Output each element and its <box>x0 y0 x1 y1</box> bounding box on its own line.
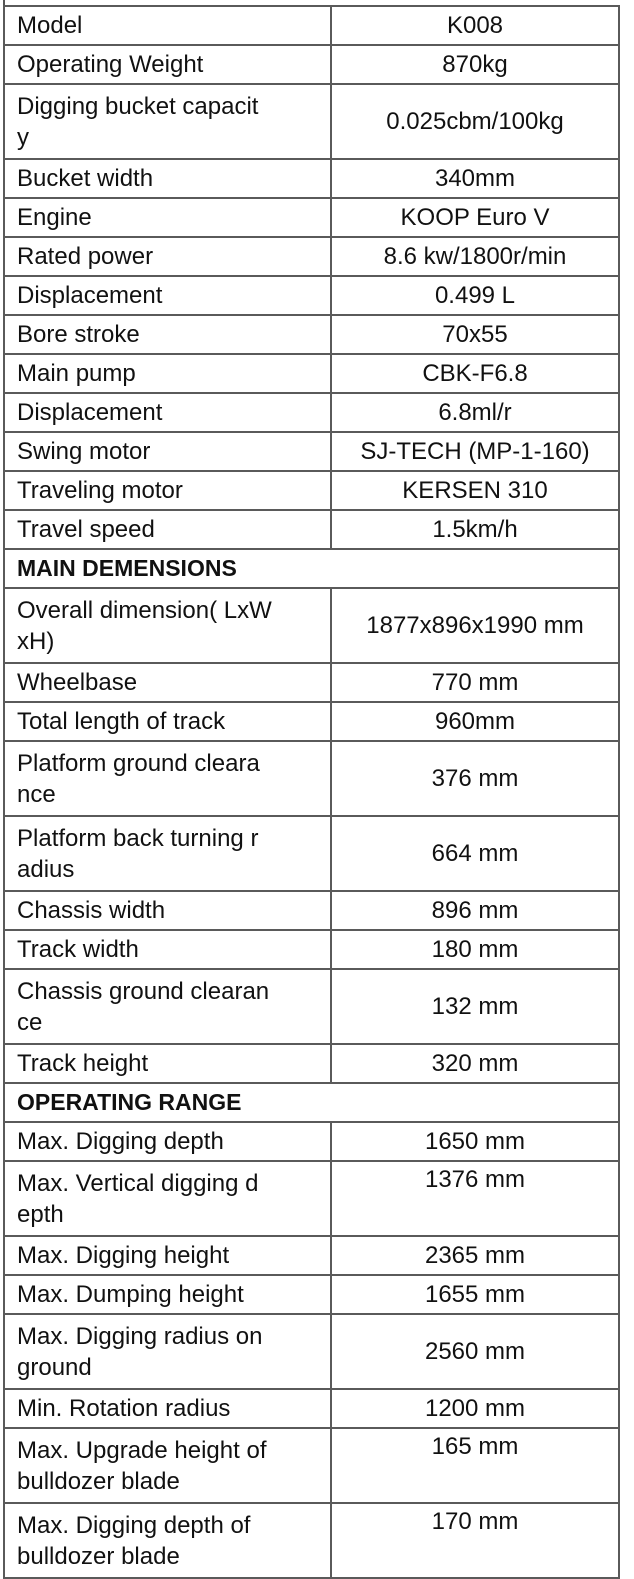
spec-label: Max. Upgrade height of bulldozer blade <box>3 1427 332 1504</box>
spec-value: 664 mm <box>330 815 620 892</box>
spec-label: Bucket width <box>3 158 332 199</box>
table-row: Chassis ground clearan ce 132 mm <box>3 968 620 1045</box>
spec-label: Platform back turning r adius <box>3 815 332 892</box>
spec-value: 165 mm <box>330 1427 620 1504</box>
spec-value: 6.8ml/r <box>330 392 620 433</box>
table-row: Overall dimension( LxW xH) 1877x896x1990 … <box>3 587 620 664</box>
table-row: Max. Vertical digging d epth 1376 mm <box>3 1160 620 1237</box>
spec-label: Max. Vertical digging d epth <box>3 1160 332 1237</box>
spec-value: 896 mm <box>330 890 620 931</box>
table-row: Main pump CBK-F6.8 <box>3 353 620 394</box>
table-row: Max. Digging depth of bulldozer blade 170… <box>3 1502 620 1579</box>
spec-value: 1.5km/h <box>330 509 620 550</box>
spec-label: Max. Digging height <box>3 1235 332 1276</box>
spec-label: Chassis width <box>3 890 332 931</box>
spec-value: 2560 mm <box>330 1313 620 1390</box>
table-row: Swing motor SJ-TECH (MP-1-160) <box>3 431 620 472</box>
table-row: Track height 320 mm <box>3 1043 620 1084</box>
table-row: Rated power 8.6 kw/1800r/min <box>3 236 620 277</box>
spec-value: 1376 mm <box>330 1160 620 1237</box>
spec-label: Max. Digging radius on ground <box>3 1313 332 1390</box>
table-row: Total length of track 960mm <box>3 701 620 742</box>
section-header: MAIN DEMENSIONS <box>3 548 620 589</box>
table-row: Max. Upgrade height of bulldozer blade 16… <box>3 1427 620 1504</box>
table-row: Max. Digging depth 1650 mm <box>3 1121 620 1162</box>
spec-value: 376 mm <box>330 740 620 817</box>
spec-value: KOOP Euro V <box>330 197 620 238</box>
spec-value: 870kg <box>330 44 620 85</box>
spec-label: Rated power <box>3 236 332 277</box>
spec-value: 770 mm <box>330 662 620 703</box>
spec-label: Wheelbase <box>3 662 332 703</box>
table-row: Operating Weight 870kg <box>3 44 620 85</box>
table-row: Track width 180 mm <box>3 929 620 970</box>
spec-value: 0.499 L <box>330 275 620 316</box>
spec-label: Operating Weight <box>3 44 332 85</box>
table-row: Displacement 6.8ml/r <box>3 392 620 433</box>
spec-value: 320 mm <box>330 1043 620 1084</box>
spec-value: 960mm <box>330 701 620 742</box>
table-row: Bucket width 340mm <box>3 158 620 199</box>
spec-label: Bore stroke <box>3 314 332 355</box>
table-row: Chassis width 896 mm <box>3 890 620 931</box>
spec-value: 1655 mm <box>330 1274 620 1315</box>
spec-value: CBK-F6.8 <box>330 353 620 394</box>
table-row: Digging bucket capacit y 0.025cbm/100kg <box>3 83 620 160</box>
spec-value: K008 <box>330 5 620 46</box>
spec-label: Max. Digging depth of bulldozer blade <box>3 1502 332 1579</box>
spec-label: Overall dimension( LxW xH) <box>3 587 332 664</box>
table-row: Engine KOOP Euro V <box>3 197 620 238</box>
spec-label: Track height <box>3 1043 332 1084</box>
table-row: Max. Digging height 2365 mm <box>3 1235 620 1276</box>
spec-value: 132 mm <box>330 968 620 1045</box>
spec-value: 170 mm <box>330 1502 620 1579</box>
spec-label: Displacement <box>3 392 332 433</box>
table-row: Max. Dumping height 1655 mm <box>3 1274 620 1315</box>
spec-label: Platform ground cleara nce <box>3 740 332 817</box>
spec-label: Model <box>3 5 332 46</box>
table-row: Max. Digging radius on ground 2560 mm <box>3 1313 620 1390</box>
border-fragment <box>3 0 5 6</box>
spec-value: 0.025cbm/100kg <box>330 83 620 160</box>
spec-label: Travel speed <box>3 509 332 550</box>
spec-label: Displacement <box>3 275 332 316</box>
spec-table: Model K008 Operating Weight 870kg Digging bu… <box>3 5 620 1579</box>
spec-label: Digging bucket capacit y <box>3 83 332 160</box>
spec-label: Swing motor <box>3 431 332 472</box>
spec-value: 340mm <box>330 158 620 199</box>
spec-value: 8.6 kw/1800r/min <box>330 236 620 277</box>
table-row: Model K008 <box>3 5 620 46</box>
spec-value: 2365 mm <box>330 1235 620 1276</box>
spec-value: 1200 mm <box>330 1388 620 1429</box>
spec-label: Max. Dumping height <box>3 1274 332 1315</box>
section-header: OPERATING RANGE <box>3 1082 620 1123</box>
spec-label: Max. Digging depth <box>3 1121 332 1162</box>
spec-value: SJ-TECH (MP-1-160) <box>330 431 620 472</box>
spec-value: 70x55 <box>330 314 620 355</box>
section-header-row: MAIN DEMENSIONS <box>3 548 620 589</box>
table-row: Traveling motor KERSEN 310 <box>3 470 620 511</box>
table-row: Travel speed 1.5km/h <box>3 509 620 550</box>
spec-label: Traveling motor <box>3 470 332 511</box>
table-row: Displacement 0.499 L <box>3 275 620 316</box>
table-row: Bore stroke 70x55 <box>3 314 620 355</box>
spec-label: Chassis ground clearan ce <box>3 968 332 1045</box>
spec-label: Engine <box>3 197 332 238</box>
spec-value: 180 mm <box>330 929 620 970</box>
table-row: Wheelbase 770 mm <box>3 662 620 703</box>
table-row: Platform ground cleara nce 376 mm <box>3 740 620 817</box>
table-row: Platform back turning r adius 664 mm <box>3 815 620 892</box>
spec-value: KERSEN 310 <box>330 470 620 511</box>
table-row: Min. Rotation radius 1200 mm <box>3 1388 620 1429</box>
spec-label: Main pump <box>3 353 332 394</box>
spec-value: 1650 mm <box>330 1121 620 1162</box>
section-header-row: OPERATING RANGE <box>3 1082 620 1123</box>
spec-label: Total length of track <box>3 701 332 742</box>
spec-label: Track width <box>3 929 332 970</box>
spec-label: Min. Rotation radius <box>3 1388 332 1429</box>
spec-value: 1877x896x1990 mm <box>330 587 620 664</box>
